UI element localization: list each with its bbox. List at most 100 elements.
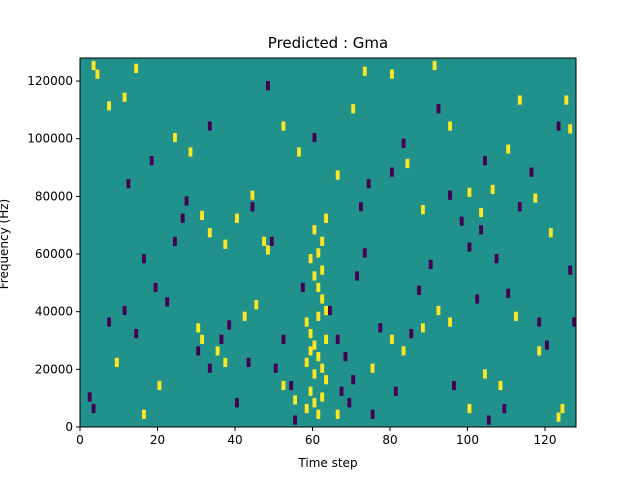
heatmap-cell-low [289, 380, 294, 391]
heatmap-cell-high [506, 144, 511, 154]
heatmap-cell-low [235, 398, 239, 408]
heatmap-cell-high [266, 245, 270, 255]
heatmap-cell-high [250, 190, 255, 200]
heatmap-cell-high [308, 254, 313, 264]
heatmap-cell-high [304, 403, 309, 414]
heatmap-cell-low [126, 179, 131, 189]
heatmap-cell-low [273, 363, 278, 373]
heatmap-cell-high [405, 158, 410, 169]
heatmap-cell-high [308, 386, 313, 396]
plot-frame [79, 57, 577, 428]
heatmap-background [80, 58, 576, 427]
heatmap-cell-high [215, 346, 220, 356]
heatmap-cell-low [393, 386, 398, 396]
heatmap-cell-high [490, 184, 495, 195]
heatmap-cell-low [219, 334, 224, 344]
heatmap-cell-low [517, 202, 522, 212]
heatmap-cell-high [316, 409, 321, 419]
heatmap-cell-high [560, 403, 565, 414]
heatmap-cell-low [452, 380, 456, 391]
heatmap-cell-low [134, 328, 139, 339]
heatmap-cell-high [401, 346, 406, 356]
heatmap-cell-high [351, 104, 356, 114]
heatmap-cell-high [517, 95, 522, 105]
heatmap-cell-high [114, 357, 119, 368]
heatmap-cell-low [266, 81, 270, 91]
heatmap-cell-high [324, 334, 328, 344]
x-tick-label: 40 [227, 433, 242, 447]
heatmap-cell-high [320, 236, 325, 246]
heatmap-cell-high [514, 311, 518, 321]
heatmap-cell-high [304, 317, 309, 327]
heatmap-cell-high [568, 124, 573, 134]
heatmap-cell-low [359, 202, 363, 212]
heatmap-cell-low [362, 248, 367, 258]
heatmap-cell-low [122, 305, 127, 316]
heatmap-cell-low [300, 282, 305, 293]
heatmap-cell-high [548, 228, 553, 238]
heatmap-cell-high [281, 121, 286, 131]
heatmap-cell-high [200, 210, 204, 221]
heatmap-cell-high [223, 239, 228, 249]
heatmap-cell-high [335, 170, 340, 180]
y-tick-label: 80000 [35, 189, 73, 203]
heatmap-cell-low [293, 415, 297, 425]
heatmap-cell-low [494, 254, 499, 264]
heatmap-cell-high [142, 409, 146, 419]
heatmap-cell-low [207, 363, 212, 373]
heatmap-cell-high [324, 375, 328, 385]
heatmap-cell-low [572, 317, 576, 327]
heatmap-cell-high [312, 369, 317, 379]
heatmap-cell-high [479, 207, 483, 218]
y-tick-label: 40000 [35, 305, 73, 319]
heatmap-cell-low [409, 328, 414, 339]
heatmap-cell-high [537, 346, 542, 356]
heatmap-cell-low [390, 167, 394, 177]
heatmap-cell-low [328, 305, 332, 316]
heatmap-cell-low [227, 320, 232, 330]
heatmap-cell-low [153, 282, 158, 293]
heatmap-cell-high [320, 265, 325, 275]
heatmap-cell-high [157, 380, 162, 391]
heatmap-cell-low [448, 190, 452, 200]
heatmap-cell-low [459, 216, 464, 226]
heatmap-cell-low [281, 334, 286, 344]
plot-area [79, 57, 577, 428]
heatmap-cell-high [316, 248, 321, 258]
heatmap-cell-high [320, 294, 325, 304]
heatmap-cell-high [483, 369, 487, 379]
y-axis: 0 20000 40000 60000 80000 100000 120000 [27, 74, 80, 434]
heatmap-cell-high [370, 363, 375, 373]
heatmap-cell-low [91, 403, 96, 414]
heatmap-cell-high [293, 395, 297, 405]
heatmap-cell-high [91, 60, 96, 71]
heatmap-cell-high [448, 317, 452, 327]
heatmap-cell-high [173, 132, 177, 143]
heatmap-cell-low [436, 104, 441, 114]
y-tick-label: 120000 [27, 74, 73, 88]
heatmap-cell-low [479, 225, 483, 235]
heatmap-cell-high [312, 225, 317, 235]
heatmap-cell-high [188, 147, 193, 157]
heatmap-cell-low [467, 242, 472, 252]
y-tick-label: 100000 [27, 132, 73, 146]
heatmap-cell-high [316, 282, 321, 293]
heatmap-cell-high [200, 334, 204, 344]
heatmap-cell-high [196, 323, 201, 333]
heatmap-cell-high [281, 380, 286, 391]
heatmap-cell-low [339, 386, 344, 396]
heatmap-cell-high [335, 409, 340, 419]
heatmap-cell-low [486, 415, 491, 425]
heatmap-cell-high [254, 300, 259, 310]
heatmap-cell-high [320, 392, 325, 402]
y-tick-label: 20000 [35, 362, 73, 376]
heatmap-cell-high [324, 213, 328, 223]
heatmap-cell-high [421, 323, 425, 333]
heatmap-cell-low [173, 236, 177, 246]
heatmap-cell-high [467, 187, 472, 197]
heatmap-cell-low [196, 346, 201, 356]
heatmap-cell-high [312, 398, 317, 408]
y-tick-label: 60000 [35, 247, 73, 261]
heatmap-cell-high [122, 92, 127, 102]
